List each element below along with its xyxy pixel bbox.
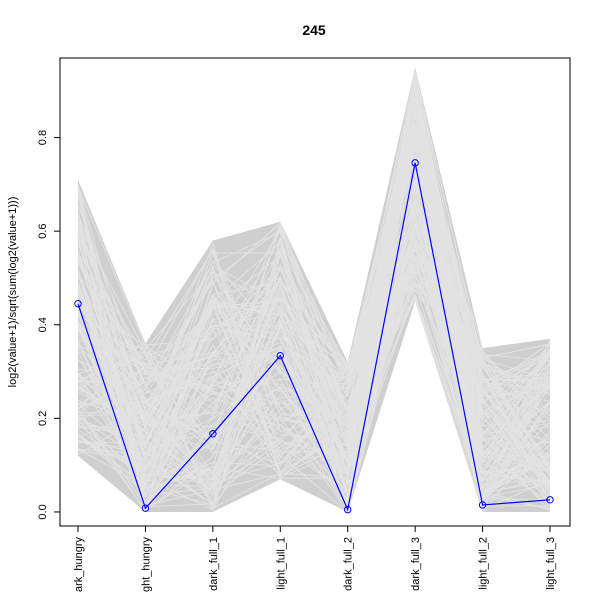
background-profile-line bbox=[77, 82, 551, 431]
x-tick-label: light_full_2 bbox=[478, 537, 490, 590]
series-point bbox=[546, 496, 554, 504]
x-axis: ark_hungry ght_hungry dark_full_1 light_ful… bbox=[73, 525, 557, 593]
series-point bbox=[344, 505, 352, 514]
background-profile-line bbox=[77, 116, 551, 508]
background-profile-line bbox=[77, 269, 551, 495]
series-point bbox=[276, 351, 284, 360]
x-tick-label: dark_full_1 bbox=[208, 537, 220, 591]
background-profile-line bbox=[77, 81, 551, 484]
background-profile-line bbox=[77, 128, 551, 490]
background-profile-line bbox=[77, 252, 551, 510]
background-profile-line bbox=[77, 106, 551, 511]
y-axis-label: log2(value+1)/sqrt(sum(log2(value+1))) bbox=[7, 197, 19, 388]
background-profile-line bbox=[77, 243, 551, 494]
background-profile-line bbox=[77, 110, 551, 495]
background-profile-line bbox=[77, 172, 551, 512]
chart-title: 245 bbox=[302, 22, 326, 38]
series-line bbox=[77, 162, 551, 512]
series-layer bbox=[74, 159, 554, 514]
y-tick-label: 0.6 bbox=[37, 224, 49, 239]
series-point bbox=[141, 504, 150, 512]
x-tick-label: ark_hungry bbox=[73, 537, 85, 593]
x-tick-label: dark_full_3 bbox=[410, 537, 422, 591]
x-tick-label: ght_hungry bbox=[140, 537, 152, 593]
series-point bbox=[478, 501, 487, 509]
series-point bbox=[74, 300, 82, 308]
background-profile-line bbox=[77, 72, 551, 492]
y-tick-label: 0.4 bbox=[37, 317, 49, 332]
y-axis: 0.0 0.2 0.4 0.6 0.8 bbox=[37, 130, 61, 520]
background-profiles bbox=[77, 67, 551, 514]
background-profile-line bbox=[77, 190, 551, 498]
background-profile-line bbox=[77, 147, 551, 481]
background-profile-line bbox=[77, 130, 551, 497]
background-profile-line bbox=[77, 184, 551, 476]
background-profile-line bbox=[77, 264, 551, 471]
series-point bbox=[209, 430, 217, 438]
background-profile-line bbox=[77, 255, 551, 513]
y-tick-label: 0.2 bbox=[37, 411, 49, 426]
series-point bbox=[411, 159, 419, 167]
background-profile-line bbox=[77, 86, 551, 491]
background-profile-line bbox=[77, 187, 551, 502]
x-tick-label: light_full_1 bbox=[275, 537, 287, 590]
background-profile-line bbox=[77, 204, 551, 474]
y-tick-label: 0.0 bbox=[37, 504, 49, 519]
y-tick-label: 0.8 bbox=[37, 130, 49, 145]
x-tick-label: light_full_3 bbox=[545, 537, 557, 590]
x-tick-label: dark_full_2 bbox=[343, 537, 355, 591]
background-profile-line bbox=[77, 254, 551, 513]
